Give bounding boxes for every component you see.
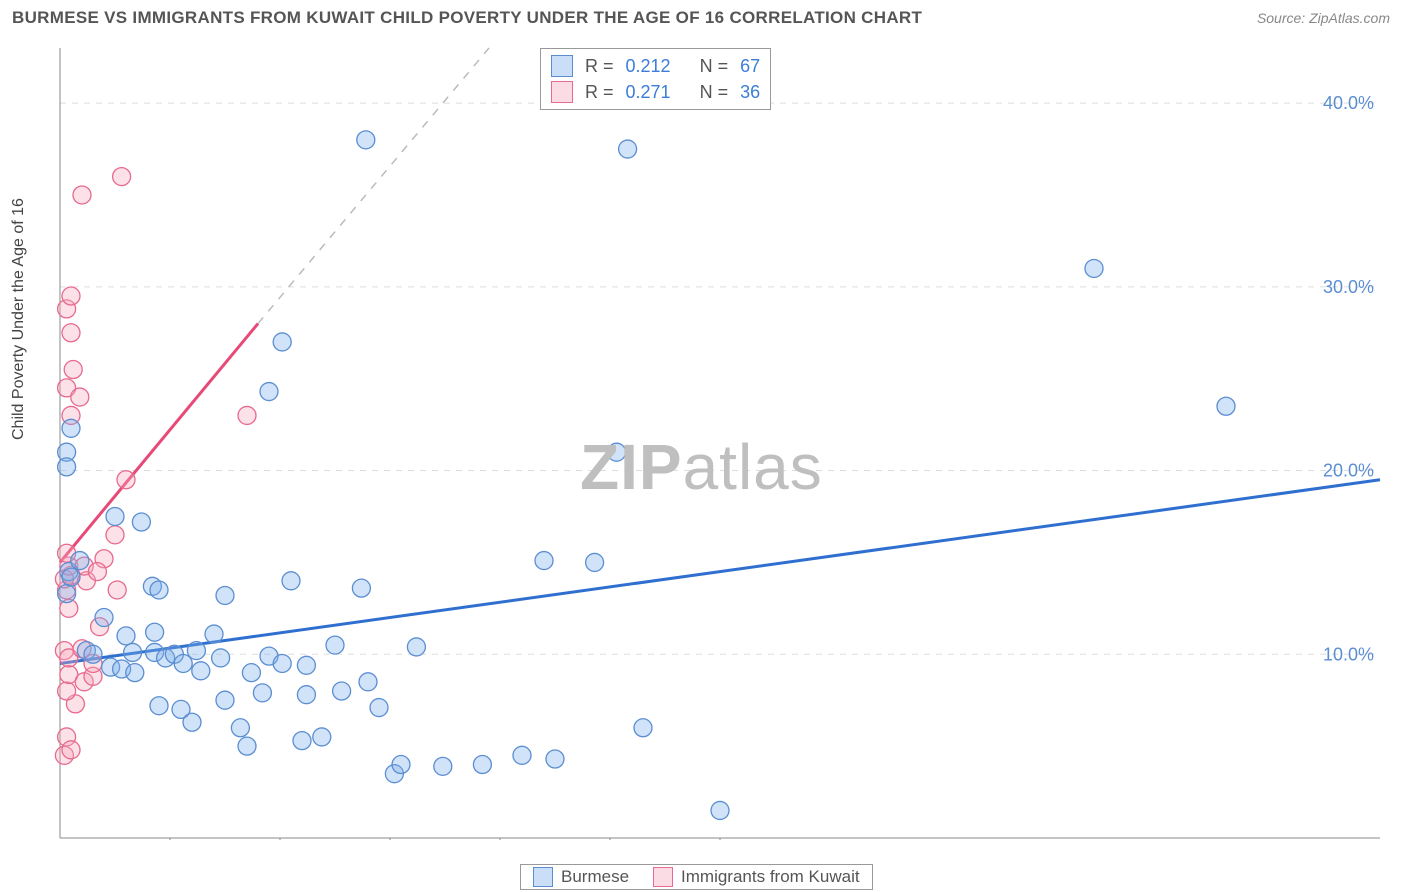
legend-row-pink: R = 0.271 N = 36 (551, 79, 760, 105)
svg-text:10.0%: 10.0% (1323, 644, 1374, 664)
chart-area: 10.0%20.0%30.0%40.0%0.0%60.0% (50, 40, 1390, 870)
correlation-legend: R = 0.212 N = 67 R = 0.271 N = 36 (540, 48, 771, 110)
scatter-chart-svg: 10.0%20.0%30.0%40.0%0.0%60.0% (50, 40, 1390, 840)
source-label: Source: ZipAtlas.com (1257, 10, 1390, 26)
pink-swatch-icon (653, 867, 673, 887)
series-legend: Burmese Immigrants from Kuwait (520, 864, 873, 890)
y-axis-label: Child Poverty Under the Age of 16 (10, 198, 28, 440)
pink-swatch (551, 81, 573, 103)
legend-item-kuwait: Immigrants from Kuwait (653, 867, 860, 887)
legend-item-burmese: Burmese (533, 867, 629, 887)
chart-title: BURMESE VS IMMIGRANTS FROM KUWAIT CHILD … (12, 8, 922, 28)
svg-text:20.0%: 20.0% (1323, 461, 1374, 481)
blue-swatch (551, 55, 573, 77)
svg-text:40.0%: 40.0% (1323, 93, 1374, 113)
legend-row-blue: R = 0.212 N = 67 (551, 53, 760, 79)
svg-text:30.0%: 30.0% (1323, 277, 1374, 297)
blue-swatch-icon (533, 867, 553, 887)
